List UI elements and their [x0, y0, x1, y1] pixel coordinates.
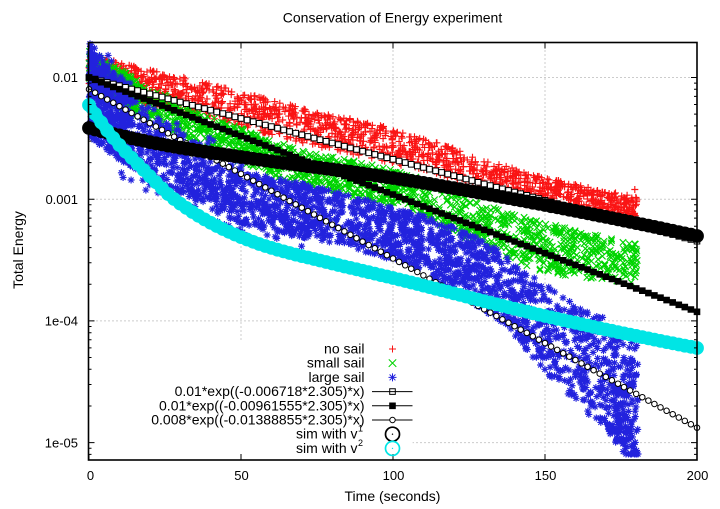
svg-text:Total Energy: Total Energy: [10, 211, 26, 289]
svg-text:0.01*exp((-0.00961555*2.305)*x: 0.01*exp((-0.00961555*2.305)*x): [159, 397, 364, 413]
svg-text:1e-04: 1e-04: [45, 314, 78, 329]
svg-text:100: 100: [383, 468, 405, 483]
svg-text:1e-05: 1e-05: [45, 435, 78, 450]
svg-text:2: 2: [358, 438, 363, 448]
svg-text:0.008*exp((-0.01388855*2.305)*: 0.008*exp((-0.01388855*2.305)*x): [151, 412, 364, 428]
svg-text:Time (seconds): Time (seconds): [345, 488, 441, 504]
svg-text:sim with v: sim with v: [296, 440, 357, 456]
svg-text:large sail: large sail: [308, 369, 364, 385]
svg-text:50: 50: [234, 468, 248, 483]
svg-text:sim with v: sim with v: [296, 426, 357, 442]
svg-text:small sail: small sail: [307, 355, 365, 371]
svg-text:150: 150: [535, 468, 557, 483]
svg-text:Conservation of Energy experim: Conservation of Energy experiment: [283, 10, 503, 26]
svg-text:0.01*exp((-0.006718*2.305)*x): 0.01*exp((-0.006718*2.305)*x): [175, 383, 365, 399]
svg-text:0: 0: [87, 468, 94, 483]
svg-text:0.001: 0.001: [45, 192, 78, 207]
svg-text:0.01: 0.01: [53, 70, 78, 85]
svg-text:200: 200: [687, 468, 709, 483]
svg-text:no sail: no sail: [324, 341, 364, 357]
svg-text:1: 1: [358, 424, 363, 434]
